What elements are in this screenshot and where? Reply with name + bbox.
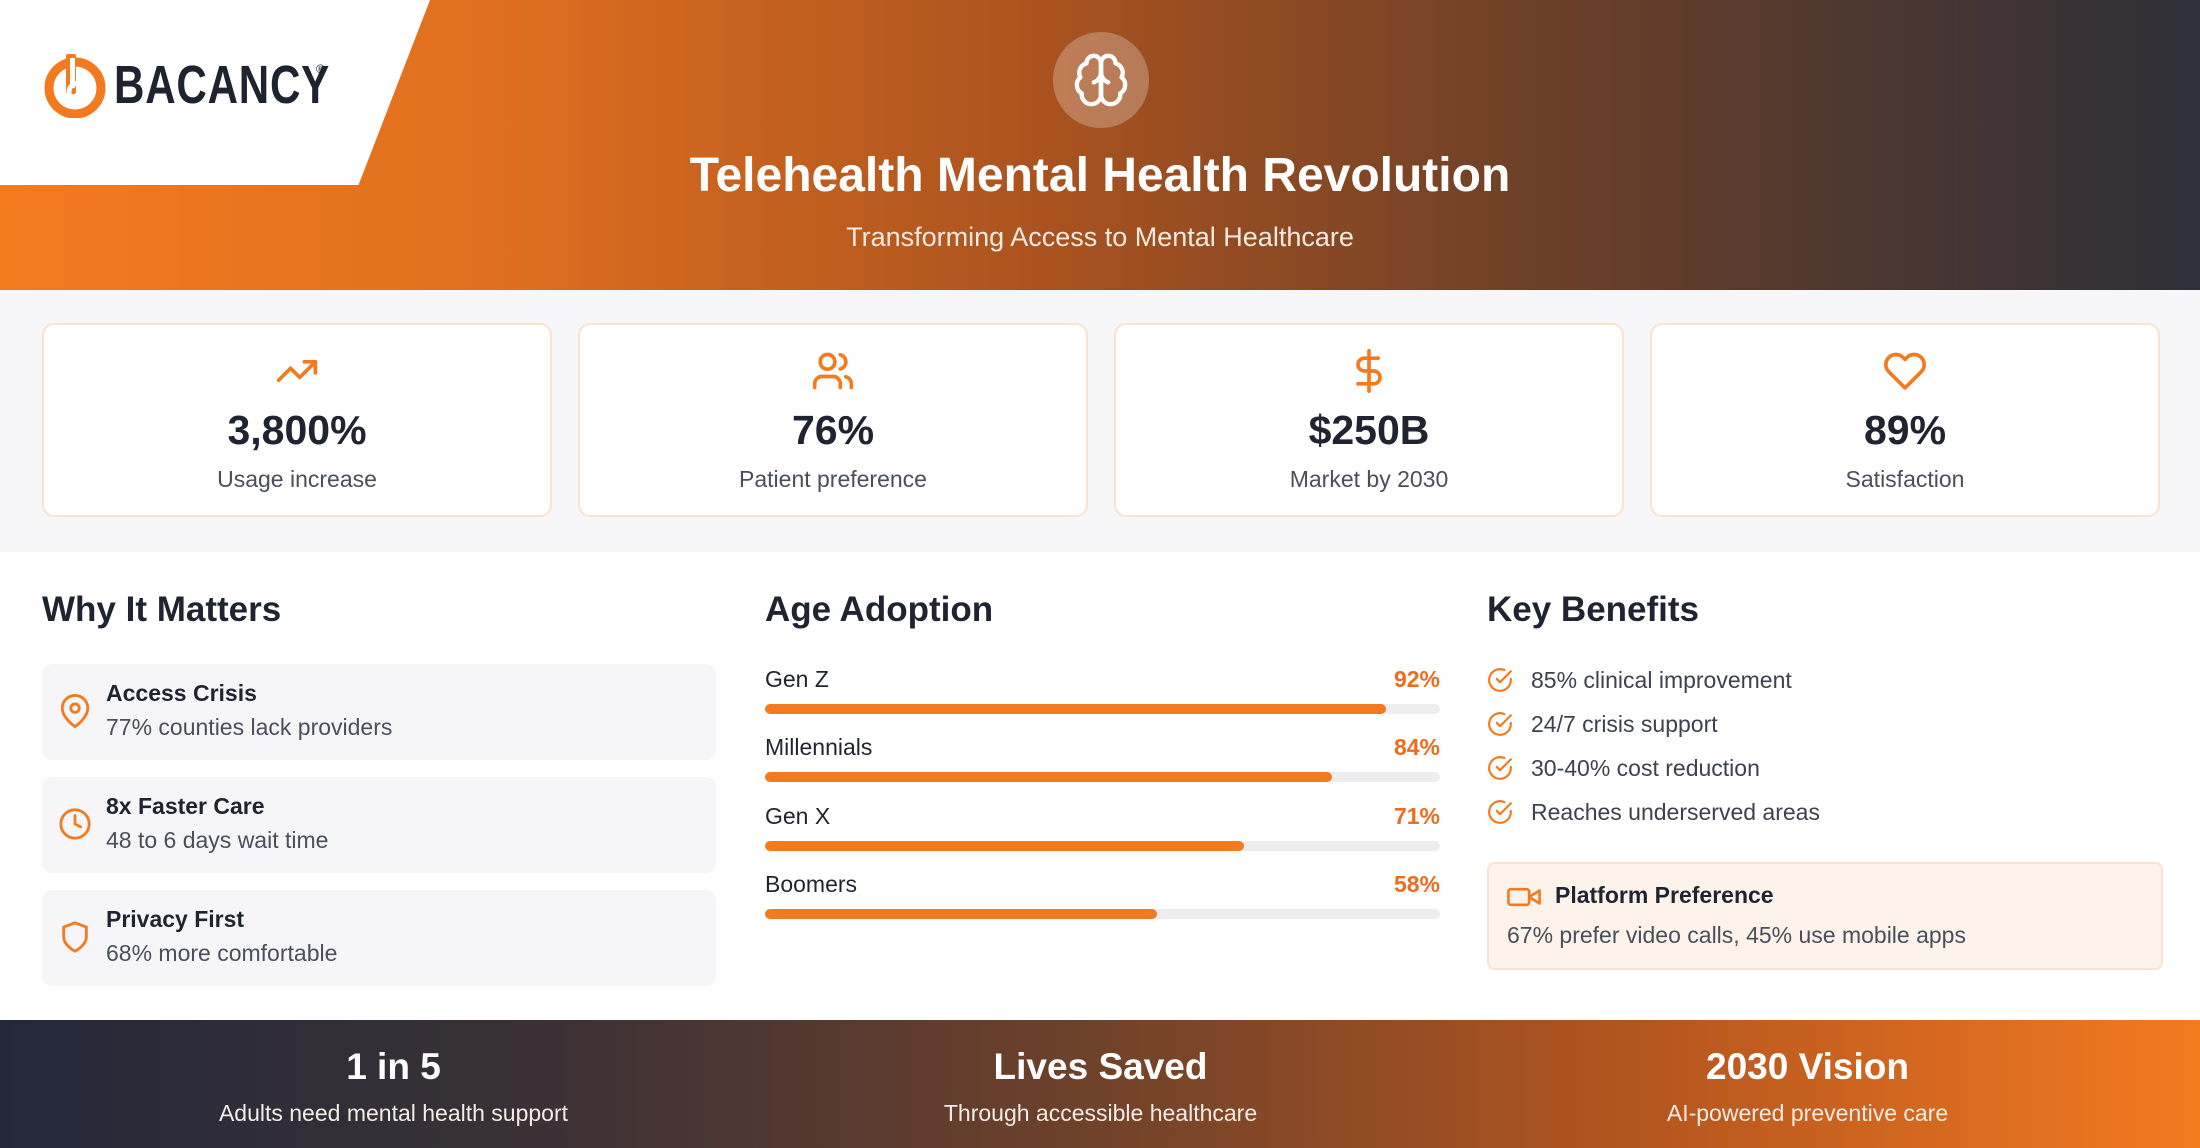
- footer-sub: Adults need mental health support: [218, 1100, 569, 1126]
- benefit-item: 85% clinical improvement: [1487, 664, 1792, 696]
- stat-label: Patient preference: [739, 466, 927, 492]
- age-row-gen-x: Gen X 71%: [765, 803, 1440, 863]
- progress-track: [765, 909, 1440, 919]
- stat-value: 89%: [1863, 407, 1947, 453]
- platform-sub: 67% prefer video calls, 45% use mobile a…: [1507, 922, 1966, 948]
- progress-track: [765, 841, 1440, 851]
- age-section-title: Age Adoption: [765, 590, 994, 629]
- age-name: Gen X: [765, 803, 831, 829]
- stat-card-usage: 3,800% Usage increase: [42, 323, 552, 517]
- stats-strip: 3,800% Usage increase 76% Patient prefer…: [0, 290, 2200, 552]
- why-item-sub: 77% counties lack providers: [106, 714, 393, 740]
- clock-icon: [59, 808, 91, 840]
- page-title: Telehealth Mental Health Revolution: [689, 149, 1511, 202]
- why-item-access-crisis: Access Crisis 77% counties lack provider…: [42, 664, 716, 760]
- age-row-boomers: Boomers 58%: [765, 871, 1440, 931]
- stat-value: 3,800%: [227, 407, 367, 453]
- header-banner: BACANCY ® Telehealth Mental Health Revol…: [0, 0, 2200, 290]
- benefit-text: 30-40% cost reduction: [1531, 754, 1760, 781]
- why-item-title: Privacy First: [106, 906, 245, 932]
- check-circle-icon: [1488, 668, 1512, 692]
- progress-track: [765, 772, 1440, 782]
- age-percent: 71%: [1393, 803, 1440, 829]
- check-circle-icon: [1488, 800, 1512, 824]
- why-item-sub: 68% more comfortable: [106, 940, 338, 966]
- trending-up-icon: [276, 360, 318, 382]
- bacancy-logo-text: BACANCY: [114, 55, 331, 115]
- check-circle-icon: [1488, 712, 1512, 736]
- shield-icon: [62, 921, 88, 953]
- stat-label: Usage increase: [217, 466, 377, 492]
- progress-fill: [765, 841, 1245, 851]
- check-circle-icon: [1488, 756, 1512, 780]
- age-row-millennials: Millennials 84%: [765, 734, 1440, 794]
- stat-card-satisfaction: 89% Satisfaction: [1650, 323, 2160, 517]
- benefit-text: 24/7 crisis support: [1531, 710, 1718, 737]
- bacancy-logo-icon: [44, 54, 106, 118]
- brain-icon: [1074, 53, 1128, 107]
- benefits-section-title: Key Benefits: [1487, 590, 1700, 629]
- footer-item: Lives Saved Through accessible healthcar…: [734, 1020, 1467, 1148]
- age-name: Millennials: [765, 734, 873, 760]
- age-percent: 84%: [1393, 734, 1440, 760]
- stat-value: 76%: [791, 407, 875, 453]
- why-section-title: Why It Matters: [42, 590, 282, 629]
- footer-sub: AI-powered preventive care: [1666, 1100, 1949, 1126]
- why-item-privacy: Privacy First 68% more comfortable: [42, 890, 716, 986]
- footer-sub: Through accessible healthcare: [943, 1100, 1258, 1126]
- benefit-item: Reaches underserved areas: [1487, 796, 1820, 828]
- stat-label: Market by 2030: [1289, 466, 1449, 492]
- why-item-title: Access Crisis: [106, 680, 257, 706]
- benefit-item: 24/7 crisis support: [1487, 708, 1718, 740]
- benefit-text: Reaches underserved areas: [1531, 798, 1820, 825]
- progress-fill: [765, 772, 1332, 782]
- progress-track: [765, 704, 1440, 714]
- dollar-icon: [1356, 349, 1382, 393]
- platform-title: Platform Preference: [1555, 882, 1774, 908]
- progress-fill: [765, 704, 1386, 714]
- video-icon: [1507, 887, 1541, 907]
- stat-label: Satisfaction: [1845, 466, 1965, 492]
- registered-mark: ®: [316, 62, 325, 76]
- why-item-faster-care: 8x Faster Care 48 to 6 days wait time: [42, 777, 716, 873]
- page-subtitle: Transforming Access to Mental Healthcare: [846, 222, 1354, 252]
- footer-title: 2030 Vision: [1706, 1046, 1909, 1087]
- footer-item: 2030 Vision AI-powered preventive care: [1441, 1020, 2174, 1148]
- footer-item: 1 in 5 Adults need mental health support: [27, 1020, 760, 1148]
- stat-card-market: $250B Market by 2030: [1114, 323, 1624, 517]
- footer-title: Lives Saved: [993, 1046, 1208, 1087]
- age-percent: 58%: [1393, 871, 1440, 897]
- age-percent: 92%: [1393, 666, 1440, 692]
- brain-badge: [1053, 32, 1149, 128]
- stat-card-preference: 76% Patient preference: [578, 323, 1088, 517]
- age-name: Gen Z: [765, 666, 829, 692]
- age-name: Boomers: [765, 871, 858, 897]
- footer-title: 1 in 5: [346, 1046, 441, 1087]
- age-row-gen-z: Gen Z 92%: [765, 666, 1440, 726]
- benefit-item: 30-40% cost reduction: [1487, 752, 1760, 784]
- bacancy-logo[interactable]: BACANCY ®: [44, 52, 391, 118]
- heart-icon: [1884, 352, 1926, 390]
- benefit-text: 85% clinical improvement: [1531, 666, 1792, 693]
- users-icon: [812, 352, 854, 390]
- footer-banner: 1 in 5 Adults need mental health support…: [0, 1020, 2200, 1148]
- map-pin-icon: [60, 694, 90, 728]
- stat-value: $250B: [1308, 407, 1430, 453]
- platform-preference-card: Platform Preference 67% prefer video cal…: [1487, 862, 2163, 970]
- why-item-sub: 48 to 6 days wait time: [106, 827, 329, 853]
- why-item-title: 8x Faster Care: [106, 793, 265, 819]
- progress-fill: [765, 909, 1157, 919]
